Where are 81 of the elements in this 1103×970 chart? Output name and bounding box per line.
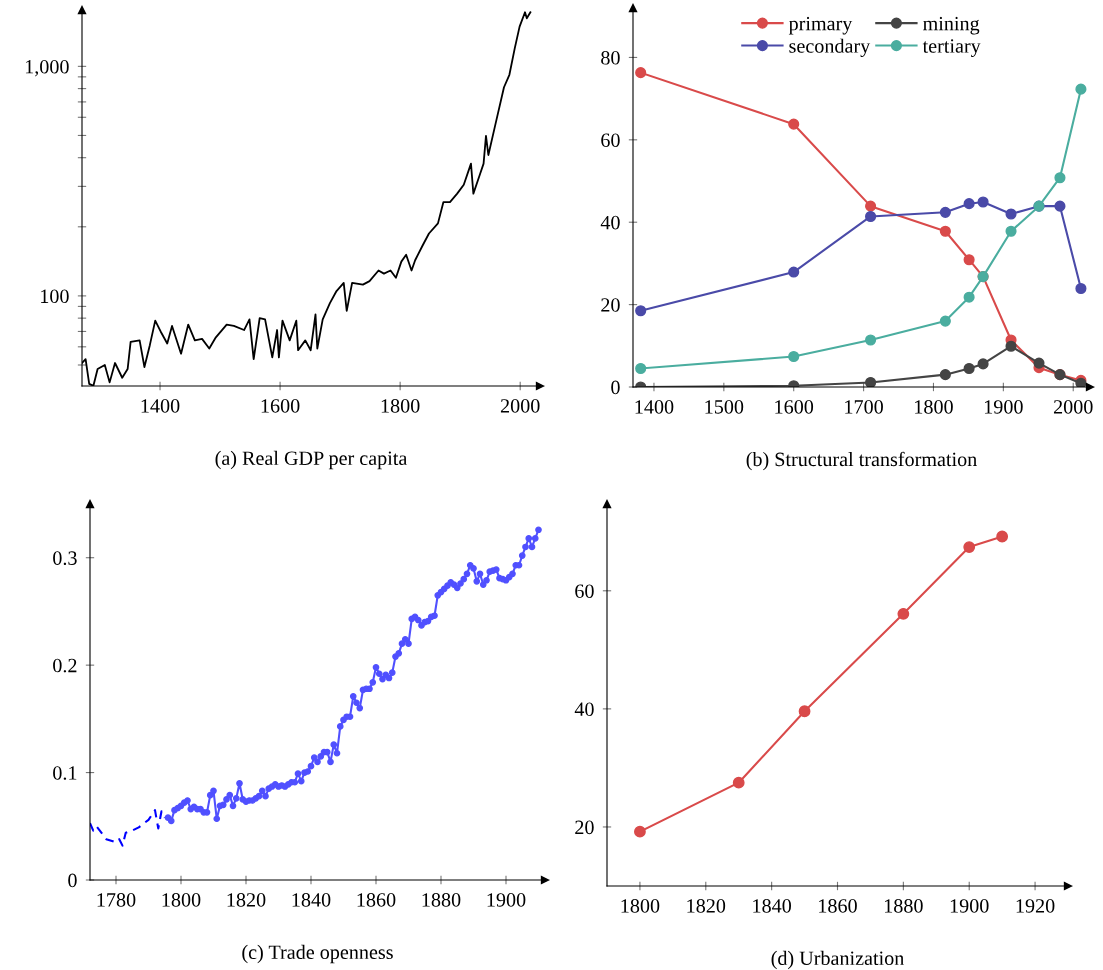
x-tick-label: 1880 xyxy=(884,899,923,913)
y-tick-label: 100 xyxy=(41,289,69,304)
legend-label: secondary xyxy=(789,38,871,57)
point xyxy=(963,254,975,266)
y-tick-label: 40 xyxy=(600,215,620,230)
legend-label: mining xyxy=(923,16,980,35)
x-tick-label: 2000 xyxy=(500,399,540,413)
x-tick-label: 1900 xyxy=(984,400,1023,414)
y-tick-label: 20 xyxy=(601,298,620,312)
legend-label: primary xyxy=(788,16,853,35)
legend-label: tertiary xyxy=(922,39,981,57)
x-tick-label: 1400 xyxy=(635,400,674,414)
point xyxy=(1054,200,1066,212)
y-tick-label: 60 xyxy=(575,584,594,598)
point xyxy=(788,118,800,130)
y-tick-label: 0 xyxy=(611,380,620,395)
y-tick-label: 40 xyxy=(574,702,594,717)
y-tick-label: 0.2 xyxy=(53,658,77,673)
point xyxy=(963,362,975,375)
point xyxy=(865,210,877,223)
point xyxy=(732,776,745,789)
x-tick-label: 1900 xyxy=(487,893,526,907)
x-tick-label: 1820 xyxy=(687,899,726,913)
text: (a) Real GDP per capita xyxy=(215,450,408,470)
x-tick-label: 1780 xyxy=(97,893,136,907)
point xyxy=(977,358,989,370)
x-tick-label: 1920 xyxy=(1016,899,1055,913)
point xyxy=(897,607,910,620)
x-tick-label: 1600 xyxy=(775,400,814,414)
y-tick-label: 0.3 xyxy=(53,551,77,565)
point xyxy=(635,305,647,317)
y-tick-label: 20 xyxy=(575,820,594,835)
y-tick-label: 80 xyxy=(601,51,620,65)
x-tick-label: 1800 xyxy=(621,899,660,913)
text: (b) Structural transformation xyxy=(746,451,977,471)
x-tick-label: 1860 xyxy=(357,893,396,907)
point xyxy=(939,315,951,327)
point xyxy=(635,362,647,375)
text: (d) Urbanization xyxy=(771,950,905,970)
x-tick-label: 1700 xyxy=(845,400,883,414)
point xyxy=(1075,282,1087,295)
point xyxy=(963,198,975,210)
x-tick-label: 1880 xyxy=(422,893,461,907)
x-tick-label: 1820 xyxy=(227,893,266,907)
point xyxy=(798,705,811,718)
x-tick-label: 1900 xyxy=(950,899,989,913)
point xyxy=(963,291,975,303)
point xyxy=(1075,83,1087,95)
y-tick-label: 1,000 xyxy=(25,59,69,77)
x-tick-label: 1800 xyxy=(381,399,420,413)
point xyxy=(1005,208,1017,220)
point xyxy=(939,206,951,218)
point xyxy=(963,541,976,554)
x-tick-label: 1800 xyxy=(162,893,201,907)
point xyxy=(1005,225,1017,237)
x-tick-label: 1600 xyxy=(261,399,300,413)
text: (c) Trade openness xyxy=(242,944,393,964)
x-tick-label: 1500 xyxy=(705,400,744,414)
x-tick-label: 1840 xyxy=(753,899,792,913)
point xyxy=(788,266,800,278)
point xyxy=(865,376,877,387)
point xyxy=(635,67,647,79)
x-tick-label: 1800 xyxy=(915,400,953,414)
point xyxy=(996,530,1009,543)
point xyxy=(1005,340,1017,352)
y-tick-label: 0.1 xyxy=(53,766,77,780)
point xyxy=(634,825,646,838)
x-tick-label: 1860 xyxy=(819,899,857,913)
y-tick-label: 0 xyxy=(68,873,77,888)
y-tick-label: 60 xyxy=(601,133,620,148)
point xyxy=(1033,357,1045,369)
point xyxy=(939,369,951,381)
point xyxy=(977,196,989,208)
x-tick-label: 1400 xyxy=(141,399,180,413)
point xyxy=(788,350,800,363)
point xyxy=(865,200,877,212)
x-tick-label: 1840 xyxy=(292,893,331,907)
x-tick-label: 2000 xyxy=(1053,400,1093,414)
point xyxy=(1054,172,1066,184)
point xyxy=(939,225,951,237)
point xyxy=(865,334,877,346)
